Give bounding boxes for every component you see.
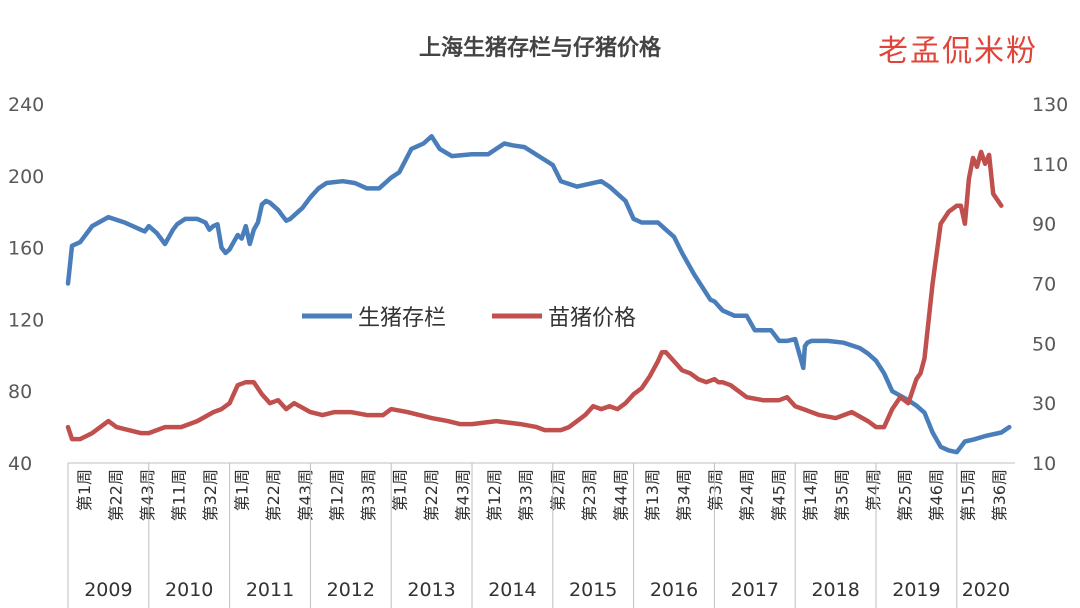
x-year-label: 2016 <box>650 579 698 601</box>
legend-label: 苗猪价格 <box>548 306 636 331</box>
x-tick-label: 第45周 <box>769 469 788 521</box>
x-tick-label: 第4周 <box>864 469 883 511</box>
y-right-tick-label: 30 <box>1032 393 1056 415</box>
watermark: 老孟侃米粉 <box>878 34 1038 69</box>
x-year-label: 2018 <box>811 579 859 601</box>
x-year-label: 2014 <box>488 579 536 601</box>
x-tick-label: 第24周 <box>738 469 757 521</box>
x-tick-label: 第44周 <box>611 469 630 521</box>
x-year-label: 2011 <box>246 579 294 601</box>
x-tick-label: 第22周 <box>422 469 441 521</box>
x-tick-label: 第1周 <box>390 469 409 511</box>
x-tick-label: 第23周 <box>580 469 599 521</box>
x-tick-label: 第34周 <box>675 469 694 521</box>
y-left-tick-label: 80 <box>8 381 32 403</box>
x-tick-label: 第46周 <box>927 469 946 521</box>
legend-label: 生猪存栏 <box>358 306 446 331</box>
x-tick-label: 第32周 <box>201 469 220 521</box>
x-tick-label: 第35周 <box>832 469 851 521</box>
y-left-tick-label: 40 <box>8 453 32 475</box>
x-tick-label: 第43周 <box>454 469 473 521</box>
x-tick-label: 第33周 <box>359 469 378 521</box>
x-tick-label: 第2周 <box>548 469 567 511</box>
x-tick-label: 第36周 <box>990 469 1009 521</box>
x-tick-label: 第33周 <box>517 469 536 521</box>
y-left-tick-label: 200 <box>8 166 44 188</box>
x-tick-label: 第22周 <box>106 469 125 521</box>
x-tick-label: 第15周 <box>959 469 978 521</box>
series-line-inventory <box>65 134 1012 455</box>
x-tick-label: 第43周 <box>296 469 315 521</box>
x-year-label: 2019 <box>892 579 940 601</box>
x-tick-label: 第3周 <box>706 469 725 511</box>
x-year-label: 2020 <box>962 579 1010 601</box>
x-tick-label: 第13周 <box>643 469 662 521</box>
x-tick-label: 第22周 <box>264 469 283 521</box>
y-right-tick-label: 110 <box>1032 154 1068 176</box>
y-right-tick-label: 10 <box>1032 453 1056 475</box>
x-tick-label: 第1周 <box>233 469 252 511</box>
y-right-tick-label: 130 <box>1032 94 1068 116</box>
y-left-tick-label: 160 <box>8 238 44 260</box>
y-left-tick-label: 120 <box>8 309 44 331</box>
chart-title: 上海生猪存栏与仔猪价格 <box>418 36 661 61</box>
y-right-tick-label: 70 <box>1032 274 1056 296</box>
x-year-label: 2015 <box>569 579 617 601</box>
x-tick-label: 第1周 <box>75 469 94 511</box>
y-right-tick-label: 50 <box>1032 333 1056 355</box>
x-year-label: 2013 <box>407 579 455 601</box>
x-tick-label: 第11周 <box>169 469 188 521</box>
x-tick-label: 第12周 <box>327 469 346 521</box>
y-left-tick-label: 240 <box>8 94 44 116</box>
x-tick-label: 第25周 <box>896 469 915 521</box>
x-tick-label: 第14周 <box>801 469 820 521</box>
x-year-label: 2009 <box>84 579 132 601</box>
series-line-piglet-price <box>65 149 1004 442</box>
x-year-label: 2010 <box>165 579 213 601</box>
x-tick-label: 第43周 <box>138 469 157 521</box>
y-right-tick-label: 90 <box>1032 214 1056 236</box>
x-year-label: 2017 <box>731 579 779 601</box>
x-year-label: 2012 <box>327 579 375 601</box>
x-tick-label: 第12周 <box>485 469 504 521</box>
